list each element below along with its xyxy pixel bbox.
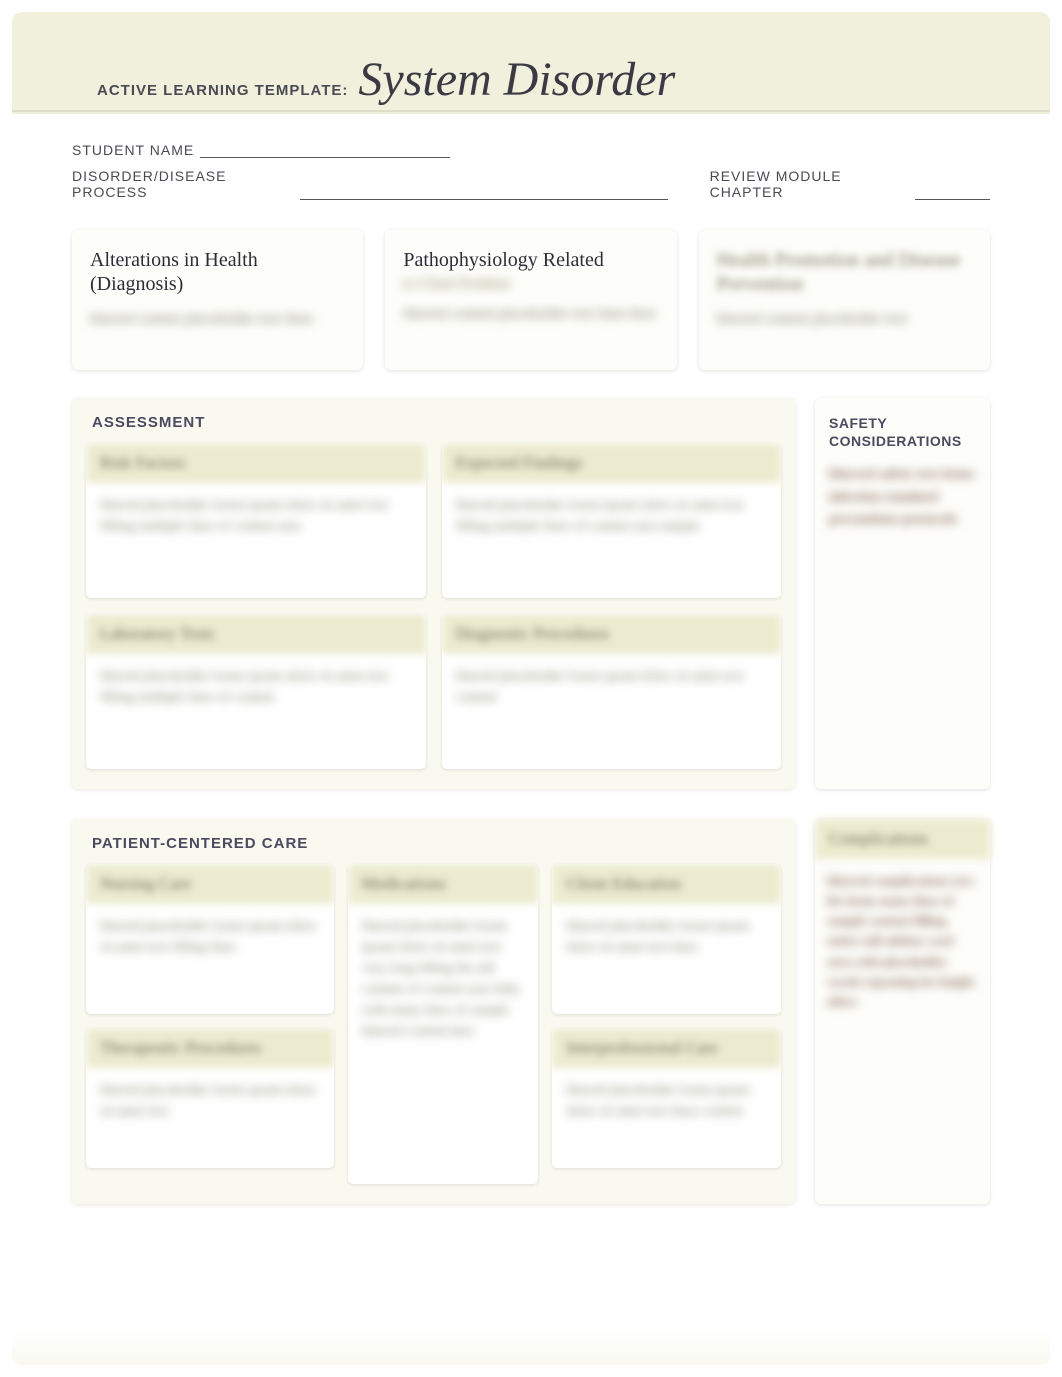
safety-header: SAFETY CONSIDERATIONS	[829, 414, 976, 450]
client-ed-body: blurred placeholder lorem ipsum dolor si…	[552, 904, 781, 970]
expected-title: Expected Findings	[442, 443, 782, 483]
body-area: STUDENT NAME DISORDER/DISEASE PROCESS RE…	[12, 114, 1050, 1365]
meta-rows: STUDENT NAME DISORDER/DISEASE PROCESS RE…	[72, 140, 990, 200]
interprof-body: blurred placeholder lorem ipsum dolor si…	[552, 1068, 781, 1134]
expected-body: blurred placeholder lorem ipsum dolor si…	[442, 483, 782, 549]
diag-body: blurred placeholder lorem ipsum dolor si…	[442, 654, 782, 720]
risk-card: Risk Factors blurred placeholder lorem i…	[86, 443, 426, 598]
diag-title: Diagnostic Procedures	[442, 614, 782, 654]
patho-card: Pathophysiology Related to Client Proble…	[385, 230, 676, 370]
safety-body: blurred safety text items infection stan…	[829, 464, 976, 531]
therapeutic-card: Therapeutic Procedures blurred placehold…	[86, 1028, 334, 1168]
pcc-col-2: Medications blurred placeholder lorem ip…	[348, 864, 539, 1184]
interprof-title: Interprofessional Care	[552, 1028, 781, 1068]
disorder-underline	[300, 182, 668, 200]
header-band: ACTIVE LEARNING TEMPLATE: System Disorde…	[12, 12, 1050, 112]
diag-card: Diagnostic Procedures blurred placeholde…	[442, 614, 782, 769]
assessment-header: ASSESSMENT	[92, 414, 781, 431]
therapeutic-body: blurred placeholder lorem ipsum dolor si…	[86, 1068, 334, 1134]
lab-card: Laboratory Tests blurred placeholder lor…	[86, 614, 426, 769]
client-ed-title: Client Education	[552, 864, 781, 904]
nursing-card: Nursing Care blurred placeholder lorem i…	[86, 864, 334, 1014]
therapeutic-title: Therapeutic Procedures	[86, 1028, 334, 1068]
meds-card: Medications blurred placeholder lorem ip…	[348, 864, 539, 1184]
complications-body: blurred complications text list items ma…	[827, 871, 978, 1012]
complications-title: Complications	[815, 819, 990, 859]
pcc-grid: Nursing Care blurred placeholder lorem i…	[86, 864, 781, 1184]
page-container: ACTIVE LEARNING TEMPLATE: System Disorde…	[12, 12, 1050, 1365]
nursing-title: Nursing Care	[86, 864, 334, 904]
footer-fade	[12, 1329, 1050, 1365]
interprof-card: Interprofessional Care blurred placehold…	[552, 1028, 781, 1168]
pcc-col-3: Client Education blurred placeholder lor…	[552, 864, 781, 1184]
template-prefix: ACTIVE LEARNING TEMPLATE:	[97, 82, 348, 99]
chapter-label: REVIEW MODULE CHAPTER	[710, 168, 909, 200]
pcc-section: PATIENT-CENTERED CARE Nursing Care blurr…	[72, 819, 990, 1204]
disorder-label: DISORDER/DISEASE PROCESS	[72, 168, 294, 200]
alterations-title: Alterations in Health (Diagnosis)	[90, 248, 345, 296]
health-body: blurred content placeholder text	[717, 308, 972, 331]
health-card: Health Promotion and Disease Prevention …	[699, 230, 990, 370]
chapter-underline	[915, 182, 990, 200]
meds-body: blurred placeholder lorem ipsum dolor si…	[348, 904, 539, 1054]
disorder-row: DISORDER/DISEASE PROCESS REVIEW MODULE C…	[72, 168, 990, 200]
template-title: System Disorder	[358, 52, 675, 107]
pcc-header: PATIENT-CENTERED CARE	[92, 835, 781, 852]
student-label: STUDENT NAME	[72, 142, 194, 158]
assessment-grid: Risk Factors blurred placeholder lorem i…	[86, 443, 781, 769]
pcc-col-1: Nursing Care blurred placeholder lorem i…	[86, 864, 334, 1184]
health-title: Health Promotion and Disease Prevention	[717, 248, 972, 296]
patho-subtitle: to Client Problem	[403, 276, 658, 293]
lab-title: Laboratory Tests	[86, 614, 426, 654]
patho-title: Pathophysiology Related	[403, 248, 658, 272]
meds-title: Medications	[348, 864, 539, 904]
student-row: STUDENT NAME	[72, 140, 990, 158]
patho-body: blurred content placeholder text lines h…	[403, 303, 658, 326]
assessment-section: ASSESSMENT Risk Factors blurred placehol…	[72, 398, 990, 789]
risk-body: blurred placeholder lorem ipsum dolor si…	[86, 483, 426, 549]
risk-title: Risk Factors	[86, 443, 426, 483]
alterations-card: Alterations in Health (Diagnosis) blurre…	[72, 230, 363, 370]
client-ed-card: Client Education blurred placeholder lor…	[552, 864, 781, 1014]
top-cards-row: Alterations in Health (Diagnosis) blurre…	[72, 230, 990, 370]
pcc-panel: PATIENT-CENTERED CARE Nursing Care blurr…	[72, 819, 795, 1204]
safety-card: SAFETY CONSIDERATIONS blurred safety tex…	[815, 398, 990, 789]
student-underline	[200, 140, 450, 158]
assessment-panel: ASSESSMENT Risk Factors blurred placehol…	[72, 398, 795, 789]
alterations-body: blurred content placeholder text lines	[90, 308, 345, 331]
lab-body: blurred placeholder lorem ipsum dolor si…	[86, 654, 426, 720]
nursing-body: blurred placeholder lorem ipsum dolor si…	[86, 904, 334, 970]
expected-card: Expected Findings blurred placeholder lo…	[442, 443, 782, 598]
complications-card: Complications blurred complications text…	[815, 819, 990, 1204]
